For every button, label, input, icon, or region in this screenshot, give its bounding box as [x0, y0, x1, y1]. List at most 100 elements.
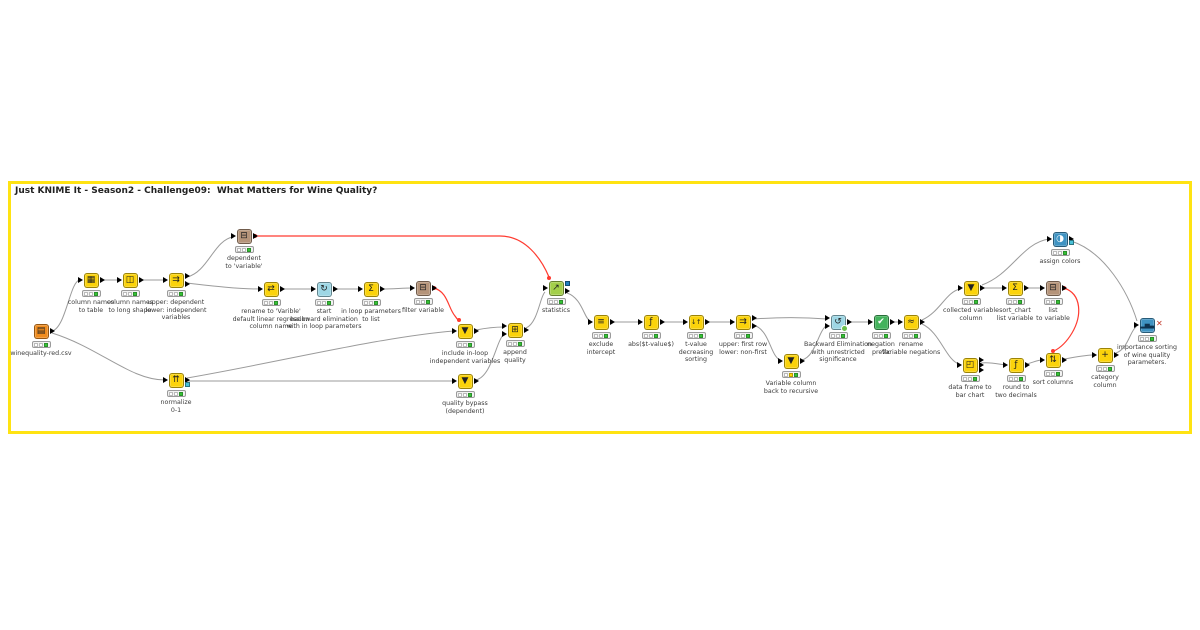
output-port[interactable]	[979, 362, 984, 368]
output-port[interactable]	[565, 288, 570, 294]
output-port[interactable]	[280, 286, 285, 292]
column-appender-icon[interactable]: ⊞	[507, 322, 523, 338]
input-port[interactable]	[637, 319, 643, 325]
string-manipulation-icon[interactable]: ≈	[903, 314, 919, 330]
input-port[interactable]	[230, 233, 236, 239]
output-port[interactable]	[705, 319, 710, 325]
output-port[interactable]	[100, 277, 105, 283]
rule-engine-icon[interactable]: ✔	[873, 314, 889, 330]
model-port[interactable]	[565, 280, 570, 286]
bar-chart-icon[interactable]: ▂▅▃	[1139, 317, 1155, 333]
column-filter-icon[interactable]: ▼	[457, 373, 473, 389]
output-port[interactable]	[980, 285, 985, 291]
extract-header-icon[interactable]: ▦	[83, 272, 99, 288]
column-filter-icon[interactable]: ▼	[457, 323, 473, 339]
row-to-variable-icon[interactable]: ⊟	[1045, 280, 1061, 296]
input-port[interactable]	[729, 319, 735, 325]
input-port[interactable]	[116, 277, 122, 283]
model-port[interactable]	[185, 381, 190, 387]
input-port[interactable]	[824, 315, 830, 321]
normalizer-icon[interactable]: ⇈	[168, 372, 184, 388]
input-port[interactable]	[77, 277, 83, 283]
output-port[interactable]	[800, 358, 805, 364]
input-port[interactable]	[682, 319, 688, 325]
math-formula-icon[interactable]: ƒ	[643, 314, 659, 330]
sorter-icon[interactable]: ↓↑	[688, 314, 704, 330]
output-port[interactable]	[979, 367, 984, 373]
input-port[interactable]	[957, 285, 963, 291]
output-port[interactable]	[1024, 285, 1029, 291]
output-port[interactable]	[1062, 357, 1067, 363]
output-port[interactable]	[474, 378, 479, 384]
output-port[interactable]	[1114, 352, 1119, 358]
input-port[interactable]	[1039, 357, 1045, 363]
output-port[interactable]	[524, 327, 529, 333]
input-port[interactable]	[310, 286, 316, 292]
input-port[interactable]	[1046, 236, 1052, 242]
input-port[interactable]	[1039, 285, 1045, 291]
column-resorter-icon[interactable]: ⇅	[1045, 352, 1061, 368]
row-to-variable-icon[interactable]: ⊟	[415, 280, 431, 296]
color-manager-icon[interactable]: ◑	[1052, 231, 1068, 247]
input-port[interactable]	[777, 358, 783, 364]
groupby-icon[interactable]: Σ	[363, 281, 379, 297]
output-port[interactable]	[847, 319, 852, 325]
output-port[interactable]	[50, 328, 55, 334]
output-port[interactable]	[920, 319, 925, 325]
input-port[interactable]	[357, 286, 363, 292]
input-port[interactable]	[1002, 362, 1008, 368]
output-port[interactable]	[380, 286, 385, 292]
input-port[interactable]	[162, 377, 168, 383]
output-port[interactable]	[432, 285, 437, 291]
output-port[interactable]	[139, 277, 144, 283]
input-port[interactable]	[257, 286, 263, 292]
input-port[interactable]	[897, 319, 903, 325]
output-port[interactable]	[660, 319, 665, 325]
loop-start-icon[interactable]: ↻	[316, 281, 332, 297]
model-port[interactable]	[1069, 239, 1074, 245]
math-formula-icon[interactable]: ƒ	[1008, 357, 1024, 373]
column-filter-icon[interactable]: ▼	[783, 353, 799, 369]
regression-learner-icon[interactable]: ↗	[548, 280, 564, 296]
input-port[interactable]	[501, 323, 507, 329]
input-port[interactable]	[824, 323, 830, 329]
pivoting-icon[interactable]: ◰	[962, 357, 978, 373]
input-port[interactable]	[542, 285, 548, 291]
row-splitter-icon[interactable]: ⇉	[735, 314, 751, 330]
constant-value-icon[interactable]: +	[1097, 347, 1113, 363]
output-port[interactable]	[1025, 362, 1030, 368]
output-port[interactable]	[185, 281, 190, 287]
rename-icon[interactable]: ⇄	[263, 281, 279, 297]
input-port[interactable]	[867, 319, 873, 325]
output-port[interactable]	[474, 328, 479, 334]
input-port[interactable]	[1133, 322, 1139, 328]
input-port[interactable]	[409, 285, 415, 291]
row-filter-icon[interactable]: ≡	[593, 314, 609, 330]
input-port[interactable]	[451, 328, 457, 334]
input-port[interactable]	[451, 378, 457, 384]
output-port[interactable]	[185, 273, 190, 279]
groupby-icon[interactable]: Σ	[1007, 280, 1023, 296]
input-port[interactable]	[501, 331, 507, 337]
output-port[interactable]	[333, 286, 338, 292]
row-splitter-icon[interactable]: ⇉	[168, 272, 184, 288]
output-port[interactable]	[752, 323, 757, 329]
input-port[interactable]	[1091, 352, 1097, 358]
output-port[interactable]	[610, 319, 615, 325]
input-port[interactable]	[162, 277, 168, 283]
input-port[interactable]	[587, 319, 593, 325]
node-comment: statistics	[541, 307, 571, 314]
output-port[interactable]	[979, 357, 984, 363]
output-port[interactable]	[1069, 236, 1074, 242]
output-port[interactable]	[253, 233, 258, 239]
row-to-variable-icon[interactable]: ⊟	[236, 228, 252, 244]
column-filter-icon[interactable]: ▼	[963, 280, 979, 296]
input-port[interactable]	[1001, 285, 1007, 291]
output-port[interactable]	[185, 377, 190, 383]
output-port[interactable]	[752, 315, 757, 321]
transpose-icon[interactable]: ◫	[122, 272, 138, 288]
output-port[interactable]	[890, 319, 895, 325]
input-port[interactable]	[956, 362, 962, 368]
output-port[interactable]	[1062, 285, 1067, 291]
csv-table-icon[interactable]: ▤	[33, 323, 49, 339]
